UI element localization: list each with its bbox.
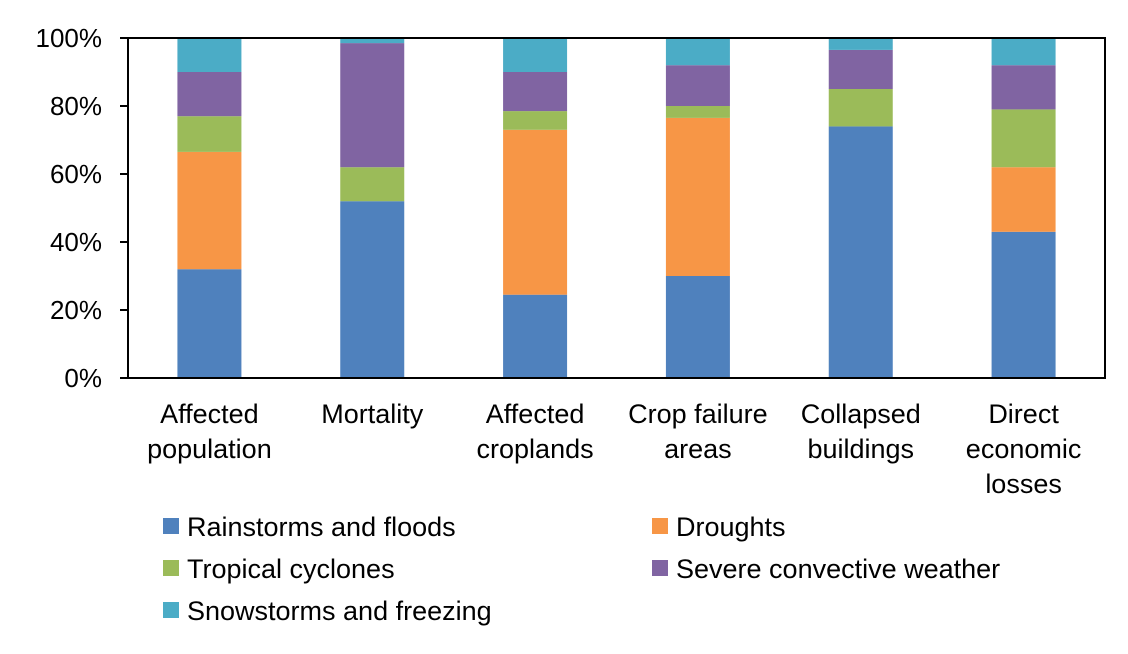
legend-swatch [163, 602, 179, 618]
x-category-label-line: losses [985, 469, 1062, 499]
legend-label: Rainstorms and floods [187, 512, 456, 542]
x-category-label: Direct economic losses [966, 399, 1082, 499]
legend-label: Droughts [676, 512, 786, 542]
legend-label: Snowstorms and freezing [187, 596, 492, 626]
legend-item-droughts: Droughts [652, 512, 786, 542]
x-category-label-line: population [147, 434, 272, 464]
bar-segment-severe-convective-weather [340, 43, 405, 168]
bar-segment-rainstorms-and-floods [665, 276, 730, 378]
bar-segment-rainstorms-and-floods [177, 269, 242, 378]
y-tick-label: 0% [64, 363, 102, 393]
bar-segment-droughts [503, 129, 568, 295]
x-category-label: Affected croplands [477, 399, 594, 464]
bar-segment-tropical-cyclones [503, 111, 568, 130]
legend-item-tropical-cyclones: Tropical cyclones [163, 554, 395, 584]
x-category-label: Crop failure areas [628, 399, 768, 464]
bar-segment-droughts [991, 167, 1056, 232]
y-tick-label: 60% [50, 159, 102, 189]
x-category-label: Collapsed buildings [801, 399, 921, 464]
x-category-label-line: areas [664, 434, 732, 464]
x-category-label: Affected population [147, 399, 272, 464]
bar-segment-severe-convective-weather [503, 72, 568, 112]
legend-item-severe-convective-weather: Severe convective weather [652, 554, 1000, 584]
x-axis-category-labels: Affected population Mortality Affected cropl… [147, 399, 1081, 499]
legend-item-rainstorms-and-floods: Rainstorms and floods [163, 512, 456, 542]
x-category-label-line: croplands [477, 434, 594, 464]
bar-segment-severe-convective-weather [665, 65, 730, 106]
bar-segment-droughts [177, 151, 242, 270]
x-category-label-line: Affected [160, 399, 259, 429]
x-category-label-line: Affected [486, 399, 585, 429]
x-category-label-line: Collapsed [801, 399, 921, 429]
legend-swatch [163, 560, 179, 576]
bar-segment-severe-convective-weather [828, 49, 893, 89]
legend-swatch [163, 518, 179, 534]
bar-segment-snowstorms-and-freezing [991, 38, 1056, 66]
legend-item-snowstorms-and-freezing: Snowstorms and freezing [163, 596, 492, 626]
y-tick-label: 100% [36, 23, 103, 53]
bar-segment-snowstorms-and-freezing [665, 38, 730, 66]
bar-segment-tropical-cyclones [828, 89, 893, 127]
bar-segment-tropical-cyclones [991, 109, 1056, 168]
x-category-label-line: economic [966, 434, 1082, 464]
y-axis-tick-labels: 0% 20% 40% 60% 80% 100% [36, 23, 103, 393]
bar-stacks [177, 38, 1056, 379]
bar-segment-tropical-cyclones [665, 106, 730, 118]
bar-segment-rainstorms-and-floods [828, 126, 893, 379]
legend-swatch [652, 518, 668, 534]
bar-segment-snowstorms-and-freezing [340, 38, 405, 44]
legend-swatch [652, 560, 668, 576]
bar-segment-tropical-cyclones [340, 167, 405, 202]
bar-segment-severe-convective-weather [177, 72, 242, 117]
bar-segment-droughts [665, 117, 730, 277]
x-category-label: Mortality [321, 399, 424, 429]
plot-area-frame [127, 37, 1106, 379]
x-category-label-line: Mortality [321, 399, 424, 429]
bar-segment-snowstorms-and-freezing [828, 38, 893, 50]
y-tick-label: 20% [50, 295, 102, 325]
legend-label: Severe convective weather [676, 554, 1000, 584]
legend-label: Tropical cyclones [187, 554, 395, 584]
y-tick-label: 40% [50, 227, 102, 257]
bar-segment-rainstorms-and-floods [991, 231, 1056, 378]
y-tick-label: 80% [50, 91, 102, 121]
legend: Rainstorms and floods Droughts Tropical cy… [163, 512, 1000, 626]
x-category-label-line: Direct [988, 399, 1059, 429]
bar-segment-snowstorms-and-freezing [503, 38, 568, 72]
bar-segment-rainstorms-and-floods [503, 294, 568, 378]
y-axis-ticks [120, 37, 128, 379]
x-category-label-line: buildings [807, 434, 914, 464]
x-category-label-line: Crop failure [628, 399, 768, 429]
bar-segment-tropical-cyclones [177, 116, 242, 152]
bar-segment-rainstorms-and-floods [340, 201, 405, 378]
bar-segment-severe-convective-weather [991, 65, 1056, 110]
bar-segment-snowstorms-and-freezing [177, 38, 242, 72]
